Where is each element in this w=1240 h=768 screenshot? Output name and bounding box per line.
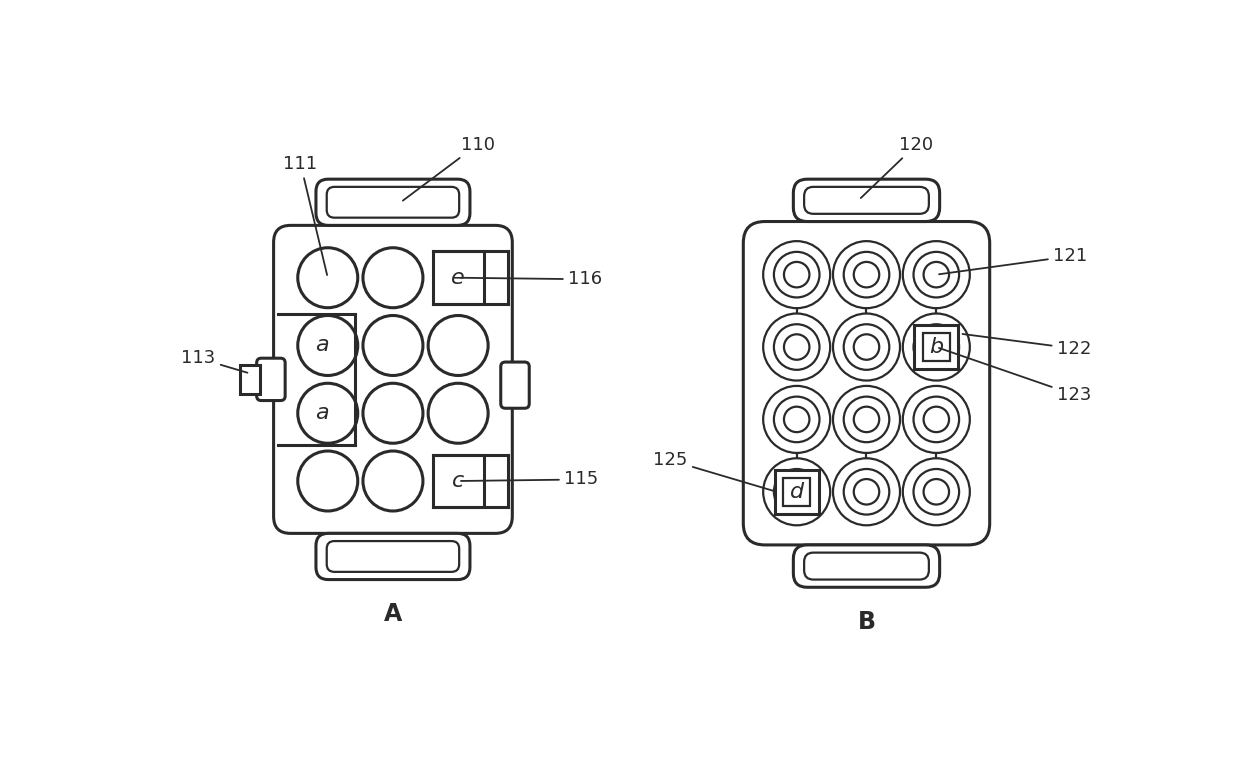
Text: B: B <box>858 610 875 634</box>
Circle shape <box>843 469 889 515</box>
Bar <box>923 333 950 361</box>
Circle shape <box>763 458 831 525</box>
Circle shape <box>924 262 949 287</box>
FancyBboxPatch shape <box>794 545 940 588</box>
Text: 121: 121 <box>939 247 1087 274</box>
Circle shape <box>833 241 900 308</box>
Circle shape <box>914 252 959 297</box>
FancyBboxPatch shape <box>326 541 459 572</box>
Circle shape <box>763 313 831 380</box>
Circle shape <box>784 334 810 359</box>
Circle shape <box>774 252 820 297</box>
Bar <box>241 365 259 394</box>
Circle shape <box>298 316 358 376</box>
FancyBboxPatch shape <box>257 358 285 401</box>
Circle shape <box>924 334 949 359</box>
Circle shape <box>914 469 959 515</box>
Text: 123: 123 <box>939 348 1091 404</box>
Circle shape <box>843 396 889 442</box>
Circle shape <box>298 383 358 443</box>
Text: 113: 113 <box>181 349 248 372</box>
Bar <box>775 470 818 514</box>
FancyBboxPatch shape <box>326 187 459 217</box>
Text: b: b <box>929 337 944 357</box>
Text: 115: 115 <box>461 471 599 488</box>
Circle shape <box>774 324 820 370</box>
Circle shape <box>903 458 970 525</box>
Circle shape <box>924 479 949 505</box>
Circle shape <box>833 313 900 380</box>
Circle shape <box>363 248 423 308</box>
Text: 120: 120 <box>861 135 934 198</box>
Text: 110: 110 <box>403 135 495 200</box>
Text: 116: 116 <box>461 270 603 288</box>
Bar <box>914 325 959 369</box>
Circle shape <box>363 316 423 376</box>
FancyBboxPatch shape <box>501 362 529 409</box>
Circle shape <box>843 252 889 297</box>
Circle shape <box>903 386 970 453</box>
Circle shape <box>854 262 879 287</box>
Circle shape <box>763 386 831 453</box>
Text: 125: 125 <box>653 452 774 491</box>
FancyBboxPatch shape <box>274 225 512 533</box>
Circle shape <box>903 241 970 308</box>
Bar <box>782 478 811 505</box>
Circle shape <box>363 383 423 443</box>
Circle shape <box>833 386 900 453</box>
Text: a: a <box>315 403 329 423</box>
Text: 111: 111 <box>284 155 327 275</box>
FancyBboxPatch shape <box>316 179 470 225</box>
Circle shape <box>854 479 879 505</box>
Text: c: c <box>453 471 464 491</box>
Circle shape <box>843 324 889 370</box>
Text: A: A <box>384 602 402 626</box>
Text: d: d <box>790 482 804 502</box>
Circle shape <box>428 383 489 443</box>
Circle shape <box>774 396 820 442</box>
FancyBboxPatch shape <box>794 179 940 221</box>
Circle shape <box>298 451 358 511</box>
FancyBboxPatch shape <box>316 533 470 580</box>
Circle shape <box>784 407 810 432</box>
Circle shape <box>914 396 959 442</box>
FancyBboxPatch shape <box>804 553 929 580</box>
Circle shape <box>833 458 900 525</box>
Circle shape <box>854 407 879 432</box>
Circle shape <box>854 334 879 359</box>
Circle shape <box>363 451 423 511</box>
Circle shape <box>298 248 358 308</box>
Circle shape <box>774 469 820 515</box>
Circle shape <box>914 324 959 370</box>
Bar <box>433 455 484 508</box>
Text: 122: 122 <box>962 334 1091 358</box>
Text: e: e <box>451 268 465 288</box>
Circle shape <box>924 407 949 432</box>
Circle shape <box>428 316 489 376</box>
Circle shape <box>784 262 810 287</box>
Text: a: a <box>315 336 329 356</box>
FancyBboxPatch shape <box>804 187 929 214</box>
FancyBboxPatch shape <box>743 221 990 545</box>
Circle shape <box>763 241 831 308</box>
Bar <box>433 251 484 304</box>
Circle shape <box>903 313 970 380</box>
Circle shape <box>784 479 810 505</box>
